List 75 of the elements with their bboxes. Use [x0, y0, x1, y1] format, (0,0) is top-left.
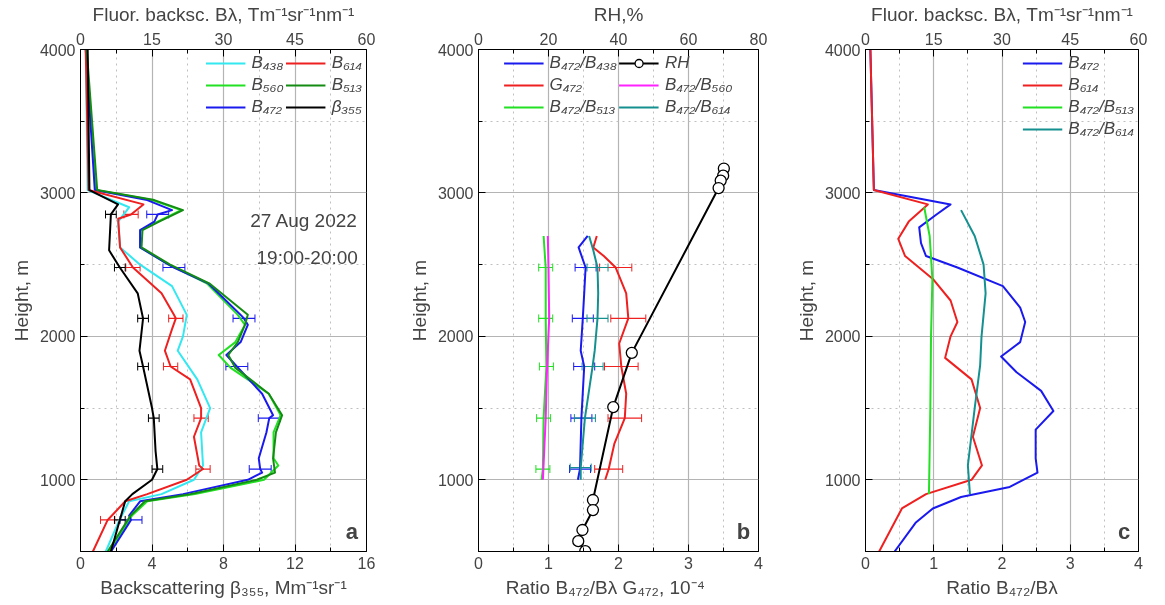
y-tick-label: 2000 [824, 328, 861, 346]
y-axis-title: Height, m [10, 259, 32, 342]
x-tick-label: 12 [286, 554, 304, 572]
legend-label: B₄₇₂/B₅₁₃ [549, 97, 616, 117]
x2-tick-label: 15 [143, 30, 161, 48]
x-tick-label: 8 [219, 554, 229, 572]
legend-label: B₆₁₄ [1068, 75, 1099, 95]
legend-label: RH [664, 53, 690, 73]
line-series [960, 209, 987, 496]
x-axis-title: Ratio B₄₇₂/Bλ G₄₇₂, 10⁻⁴ [505, 576, 705, 598]
x2-tick-label: 0 [861, 30, 871, 48]
x2-tick-label: 30 [993, 30, 1011, 48]
annotation: 19:00-20:00 [256, 247, 358, 269]
legend-label: B₅₁₃ [331, 75, 362, 95]
x-tick-label: 1 [544, 554, 554, 572]
x-tick-label: 3 [684, 554, 694, 572]
y-tick-label: 4000 [39, 41, 76, 59]
x-tick-label: 0 [861, 554, 871, 572]
legend-label: G₄₇₂ [549, 75, 583, 95]
x-tick-label: 3 [1065, 554, 1075, 572]
x-tick-label: 4 [1134, 554, 1144, 572]
annotation: b [736, 518, 751, 544]
y-tick-label: 2000 [437, 328, 474, 346]
x-axis-title: Backscattering β₃₅₅, Mm⁻¹sr⁻¹ [100, 576, 347, 598]
y-tick-label: 3000 [437, 184, 474, 202]
annotation: a [345, 518, 359, 544]
y-axis-title: Height, m [408, 259, 430, 342]
x-tick-label: 1 [929, 554, 939, 572]
annotation: c [1118, 518, 1131, 544]
x2-tick-label: 60 [357, 30, 376, 48]
y-tick-label: 1000 [39, 471, 76, 489]
legend-label: B₄₇₂/B₄₃₈ [549, 53, 617, 73]
x-axis-title: Ratio B₄₇₂/Bλ [946, 576, 1059, 598]
x2-tick-label: 45 [1061, 30, 1080, 48]
legend-label: B₅₆₀ [251, 75, 284, 95]
x-tick-label: 2 [614, 554, 624, 572]
y-tick-label: 2000 [39, 328, 76, 346]
x-tick-label: 4 [754, 554, 764, 572]
x2-tick-label: 30 [214, 30, 233, 48]
x2-tick-label: 45 [286, 30, 304, 48]
x-tick-label: 2 [997, 554, 1007, 572]
x-tick-label: 16 [357, 554, 376, 572]
y-tick-label: 4000 [437, 41, 474, 59]
line-series [923, 206, 934, 496]
x2-tick-label: 15 [924, 30, 943, 48]
x-tick-label: 0 [474, 554, 484, 572]
legend-label: B₆₁₄ [331, 53, 362, 73]
x-tick-label: 0 [76, 554, 86, 572]
y-tick-label: 4000 [824, 41, 861, 59]
y-tick-label: 1000 [437, 471, 474, 489]
y-tick-label: 3000 [824, 184, 861, 202]
legend-label: B₄₇₂/B₆₁₄ [1068, 119, 1134, 139]
y-tick-label: 1000 [824, 471, 861, 489]
x2-axis-title: RH,% [593, 3, 644, 25]
x2-axis-title: Fluor. backsc. Bλ, Tm⁻¹sr⁻¹nm⁻¹ [92, 3, 355, 25]
x2-axis-title: Fluor. backsc. Bλ, Tm⁻¹sr⁻¹nm⁻¹ [871, 3, 1133, 25]
x2-tick-label: 60 [679, 30, 698, 48]
line-series [541, 234, 551, 481]
x2-tick-label: 0 [76, 30, 86, 48]
y-axis-title: Height, m [795, 259, 817, 342]
y-tick-label: 3000 [39, 184, 76, 202]
legend-label: B₄₃₈ [251, 53, 284, 73]
legend-label: B₄₇₂/B₆₁₄ [664, 97, 731, 117]
x2-tick-label: 80 [749, 30, 768, 48]
legend-label: B₄₇₂ [1068, 53, 1099, 73]
x2-tick-label: 60 [1129, 30, 1148, 48]
legend-label: B₄₇₂/B₅₆₀ [664, 75, 733, 95]
x2-tick-label: 0 [474, 30, 484, 48]
annotation: 27 Aug 2022 [250, 209, 357, 231]
x2-tick-label: 20 [539, 30, 558, 48]
legend-label: β₃₅₅ [331, 97, 362, 117]
legend-label: B₄₇₂/B₅₁₃ [1068, 97, 1134, 117]
x-tick-label: 4 [147, 554, 157, 572]
x2-tick-label: 40 [609, 30, 628, 48]
legend-label: B₄₇₂ [251, 97, 283, 117]
